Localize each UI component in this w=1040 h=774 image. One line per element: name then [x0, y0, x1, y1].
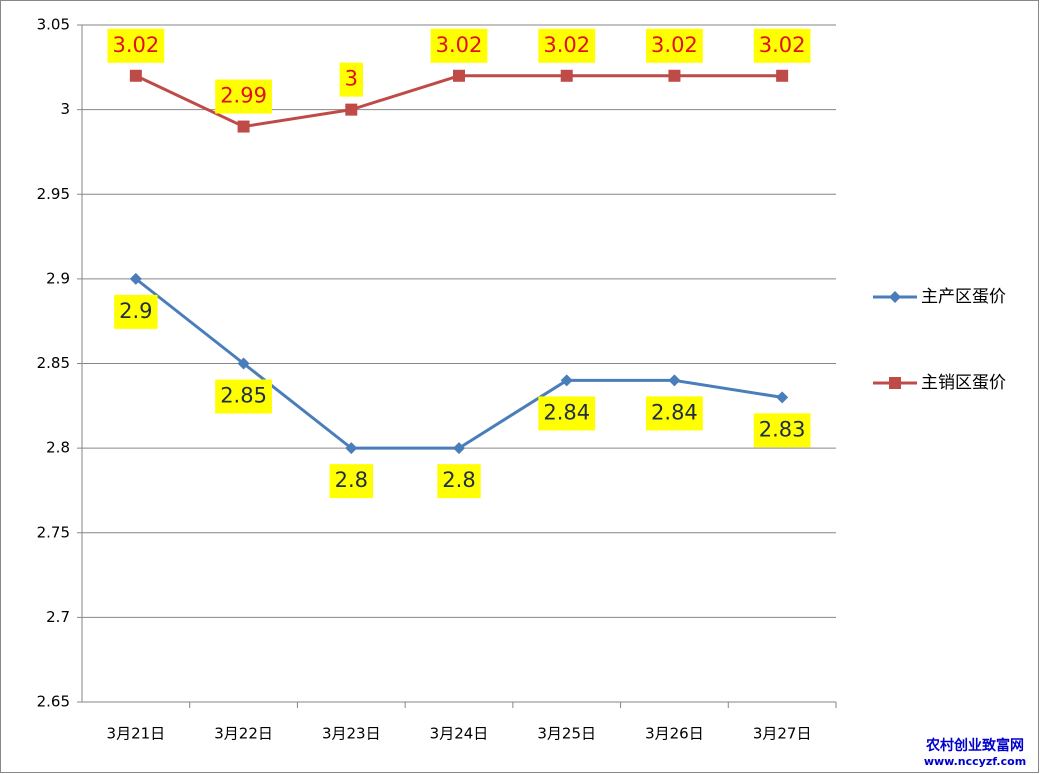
data-label-text: 2.9 — [119, 299, 152, 323]
data-label-text: 3.02 — [651, 33, 698, 57]
data-label: 2.99 — [215, 79, 272, 114]
legend-marker — [889, 377, 901, 389]
data-label-text: 2.85 — [220, 384, 267, 408]
data-label-bg — [107, 28, 165, 63]
data-label-text: 2.8 — [442, 468, 475, 492]
data-label: 2.85 — [215, 379, 272, 414]
data-label-bg — [114, 294, 158, 329]
data-label: 3.02 — [430, 28, 488, 63]
x-tick-label: 3月27日 — [753, 725, 812, 743]
data-point — [668, 69, 681, 82]
data-point — [129, 69, 142, 82]
y-tick-label: 2.8 — [46, 439, 70, 457]
data-label: 2.8 — [437, 464, 481, 499]
x-tick-label: 3月24日 — [430, 725, 489, 743]
data-label-bg — [339, 62, 363, 97]
data-point — [776, 69, 789, 82]
data-label-text: 3 — [345, 67, 358, 91]
data-label-bg — [215, 79, 272, 114]
data-point — [237, 120, 250, 133]
data-label: 2.83 — [753, 413, 811, 448]
watermark-url: www.nccyzf.com — [924, 755, 1026, 768]
x-tick-label: 3月22日 — [214, 725, 273, 743]
y-tick-label: 2.9 — [46, 269, 70, 287]
data-label: 2.9 — [114, 294, 158, 329]
data-label-bg — [430, 28, 488, 63]
data-point — [668, 374, 681, 387]
x-tick-label: 3月26日 — [645, 725, 704, 743]
data-label-text: 2.83 — [759, 417, 806, 441]
data-label-bg — [753, 413, 811, 448]
data-label: 2.84 — [646, 396, 703, 431]
data-label: 3.02 — [107, 28, 165, 63]
y-tick-label: 2.85 — [37, 354, 70, 372]
x-tick-label: 3月21日 — [107, 725, 166, 743]
y-tick-label: 3.05 — [37, 16, 70, 34]
data-label-bg — [753, 28, 811, 63]
data-label-bg — [538, 28, 596, 63]
data-label: 3.02 — [646, 28, 703, 63]
y-tick-label: 2.65 — [37, 693, 70, 711]
data-label: 3 — [339, 62, 363, 97]
data-point — [453, 69, 465, 82]
data-label-bg — [437, 464, 481, 499]
data-label-bg — [329, 464, 373, 499]
y-tick-label: 2.7 — [46, 608, 70, 626]
data-label-text: 3.02 — [112, 33, 159, 57]
data-label: 2.8 — [329, 464, 373, 499]
data-label-text: 2.99 — [220, 84, 267, 108]
data-point — [560, 69, 573, 82]
data-point — [453, 442, 465, 455]
data-label-bg — [538, 396, 596, 431]
data-point — [129, 272, 142, 285]
data-label-text: 3.02 — [759, 33, 806, 57]
data-point — [560, 374, 573, 387]
data-label-text: 2.84 — [651, 400, 698, 424]
data-label-text: 2.84 — [543, 400, 590, 424]
y-tick-label: 2.75 — [37, 523, 70, 541]
data-label: 2.84 — [538, 396, 596, 431]
data-label-bg — [646, 396, 703, 431]
data-label-text: 3.02 — [543, 33, 590, 57]
data-point — [345, 442, 358, 455]
data-label: 3.02 — [538, 28, 596, 63]
x-tick-label: 3月23日 — [322, 725, 381, 743]
x-tick-label: 3月25日 — [537, 725, 596, 743]
y-tick-label: 3 — [60, 100, 70, 118]
watermark-title: 农村创业致富网 — [925, 737, 1024, 754]
y-tick-label: 2.95 — [37, 185, 70, 203]
data-point — [237, 357, 250, 370]
legend-marker — [889, 291, 901, 303]
data-point — [345, 103, 358, 116]
data-label-text: 2.8 — [335, 468, 368, 492]
data-label: 3.02 — [753, 28, 811, 63]
legend-label: 主销区蛋价 — [921, 373, 1006, 393]
data-point — [776, 391, 789, 404]
legend-label: 主产区蛋价 — [921, 287, 1006, 307]
data-label-bg — [215, 379, 272, 414]
data-label-bg — [646, 28, 703, 63]
data-label-text: 3.02 — [436, 33, 483, 57]
